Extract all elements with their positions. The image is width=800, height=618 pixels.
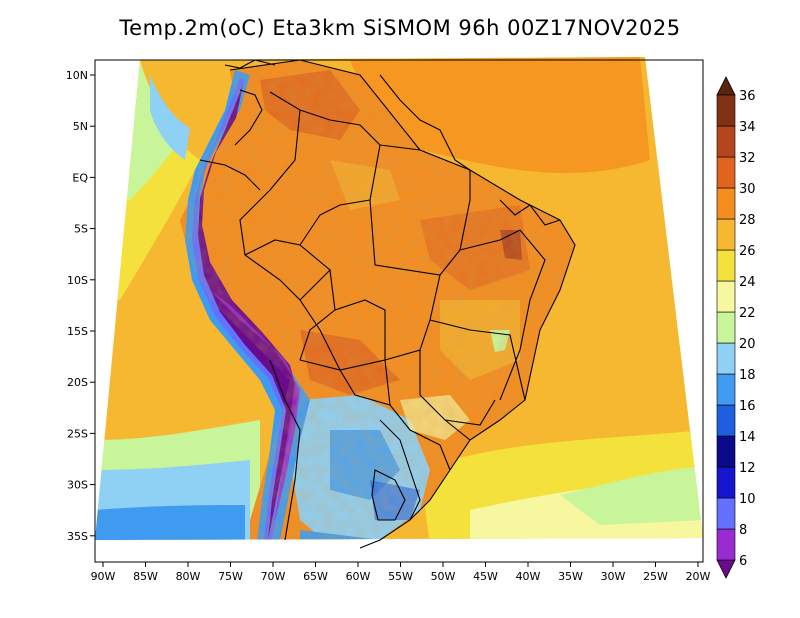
lon-tick-label: 25W (643, 570, 668, 583)
temperature-field (95, 57, 703, 540)
colorbar-label: 32 (739, 151, 756, 166)
longitude-axis: 90W 85W 80W 75W 70W 65W 60W 55W 50W 45W 40W 35W 30W 2… (91, 562, 711, 583)
colorbar-swatch (716, 373, 736, 406)
colorbar-label: 8 (739, 523, 747, 538)
lon-tick-label: 55W (388, 570, 413, 583)
colorbar: 6 8 10 12 14 16 18 20 22 24 26 28 30 32 34 36 (716, 76, 756, 579)
colorbar-label: 20 (739, 337, 756, 352)
colorbar-label: 34 (739, 120, 756, 135)
lat-tick-label: 25S (67, 427, 88, 440)
colorbar-swatch (716, 125, 736, 158)
colorbar-label: 22 (739, 306, 756, 321)
colorbar-swatch (716, 466, 736, 499)
colorbar-label: 36 (739, 89, 756, 104)
colorbar-swatch (716, 280, 736, 313)
colorbar-swatch (716, 311, 736, 344)
colorbar-swatch (716, 249, 736, 282)
colorbar-label: 16 (739, 399, 756, 414)
colorbar-swatch (716, 94, 736, 127)
lat-tick-label: 20S (67, 376, 88, 389)
map-frame (94, 59, 704, 563)
lat-tick-label: 15S (67, 325, 88, 338)
lat-tick-label: 10N (66, 69, 88, 82)
colorbar-swatch (716, 497, 736, 530)
lon-tick-label: 40W (516, 570, 541, 583)
lon-tick-label: 45W (473, 570, 498, 583)
colorbar-label: 12 (739, 461, 756, 476)
lon-tick-label: 65W (303, 570, 328, 583)
colorbar-swatch (716, 76, 736, 96)
lon-tick-label: 30W (601, 570, 626, 583)
lat-tick-label: 10S (67, 274, 88, 287)
lat-tick-label: EQ (72, 171, 88, 184)
colorbar-label: 26 (739, 244, 756, 259)
colorbar-swatch (716, 528, 736, 561)
lat-tick-label: 30S (67, 479, 88, 492)
lat-tick-label: 5S (74, 223, 88, 236)
colorbar-swatch (716, 342, 736, 375)
lon-tick-label: 35W (558, 570, 583, 583)
lon-tick-label: 75W (218, 570, 243, 583)
colorbar-swatch (716, 435, 736, 468)
colorbar-swatch (716, 156, 736, 189)
colorbar-label: 14 (739, 430, 756, 445)
lon-tick-label: 70W (261, 570, 286, 583)
colorbar-swatch (716, 559, 736, 579)
lat-tick-label: 35S (67, 530, 88, 543)
lon-tick-label: 60W (346, 570, 371, 583)
latitude-axis: 10N 5N EQ 5S 10S 15S 20S 25S 30S 35S (66, 69, 95, 543)
colorbar-swatch (716, 187, 736, 220)
colorbar-label: 10 (739, 492, 756, 507)
colorbar-label: 24 (739, 275, 756, 290)
colorbar-swatch (716, 404, 736, 437)
lon-tick-label: 85W (133, 570, 158, 583)
lat-tick-label: 5N (73, 120, 88, 133)
colorbar-swatch (716, 218, 736, 251)
lon-tick-label: 20W (686, 570, 711, 583)
map-title: Temp.2m(oC) Eta3km SiSMOM 96h 00Z17NOV20… (119, 16, 681, 40)
colorbar-label: 6 (739, 554, 747, 569)
colorbar-label: 30 (739, 182, 756, 197)
colorbar-label: 18 (739, 368, 756, 383)
country-borders (199, 59, 576, 549)
colorbar-label: 28 (739, 213, 756, 228)
lon-tick-label: 50W (431, 570, 456, 583)
lon-tick-label: 90W (91, 570, 116, 583)
lon-tick-label: 80W (176, 570, 201, 583)
